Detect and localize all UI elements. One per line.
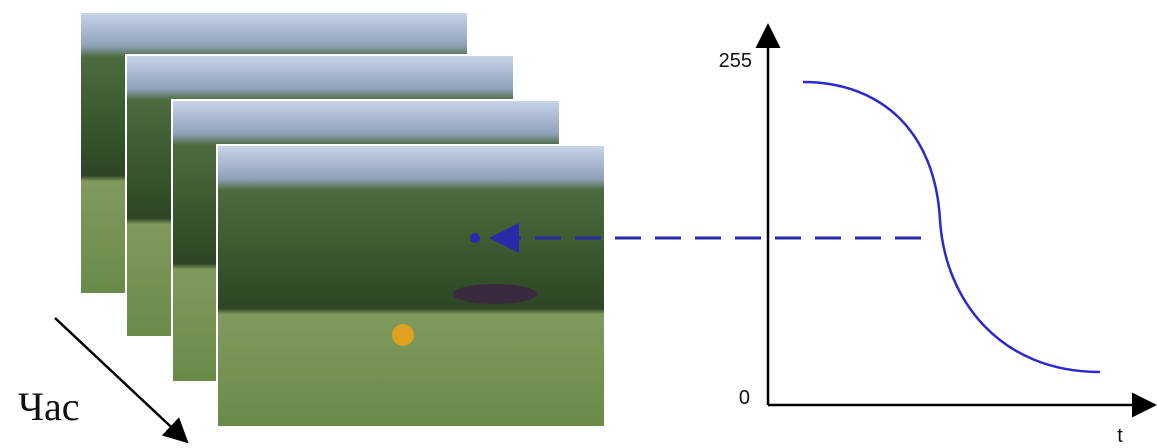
y-min-label: 0	[739, 387, 750, 409]
y-max-label: 255	[719, 50, 752, 72]
frames	[80, 12, 605, 427]
x-axis-label: t	[1117, 425, 1123, 447]
pixel	[470, 233, 480, 243]
frame	[217, 145, 605, 427]
car	[453, 284, 537, 304]
diagram: Час 255 0 t	[0, 0, 1157, 448]
flower	[392, 324, 414, 346]
time-label: Час	[18, 384, 80, 429]
intensity-curve	[803, 82, 1100, 372]
